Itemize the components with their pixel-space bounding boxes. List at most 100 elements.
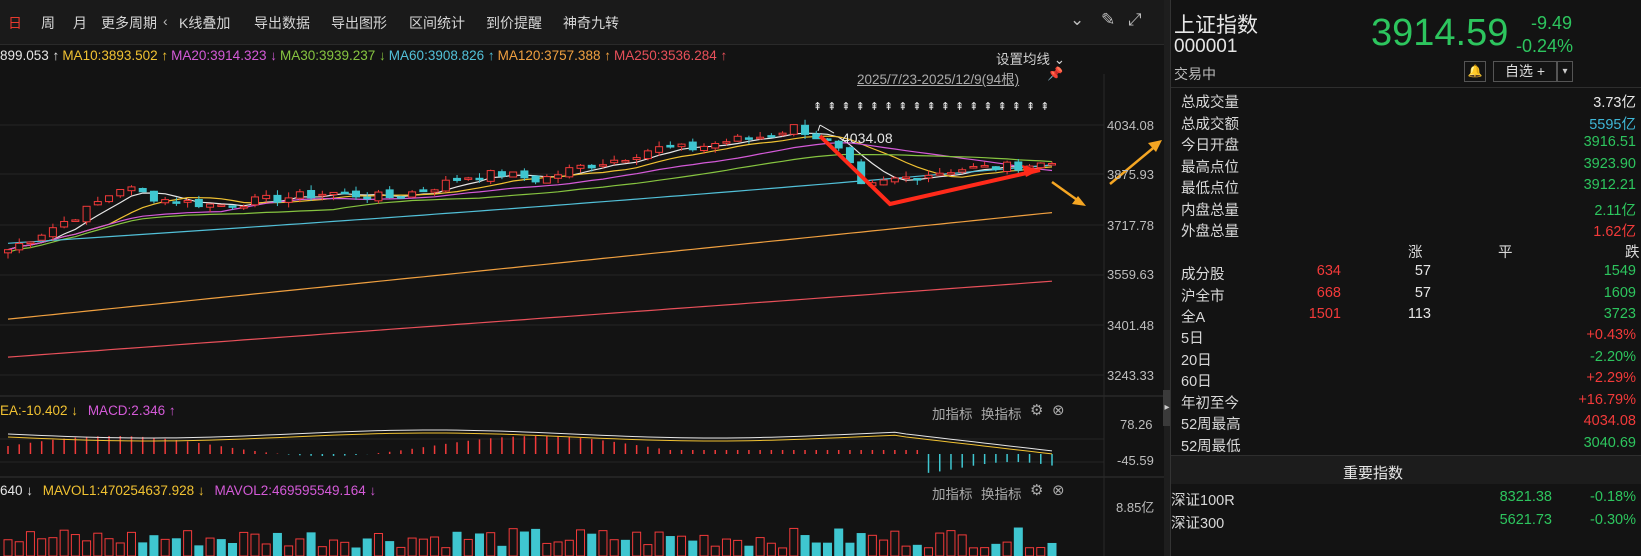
pin-icon[interactable]: 📌 — [1047, 66, 1064, 81]
candle — [666, 144, 675, 148]
kline-chart[interactable]: ⇞ ⇞ ⇞ ⇞ ⇞ ⇞ ⇞ ⇞ ⇞ ⇞ ⇞ ⇞ ⇞ ⇞ ⇞ ⇞ ⇞ — [0, 44, 1164, 556]
candle — [789, 124, 798, 135]
macd-legend: EA:-10.402 ↓ MACD:2.346 ↑ — [0, 403, 176, 418]
period-row: 5日 +0.43% — [1181, 327, 1636, 348]
row-label: 外盘总量 — [1181, 224, 1239, 240]
volume-bar — [609, 539, 619, 556]
candle — [632, 157, 641, 160]
key-index-pct[interactable]: -0.30% — [1590, 512, 1636, 528]
candle — [1003, 161, 1012, 173]
candle — [71, 219, 80, 222]
range-stats-button[interactable]: 区间统计 — [409, 15, 465, 31]
key-index-pct[interactable]: -0.18% — [1590, 489, 1636, 505]
fullscreen-icon[interactable]: ⤢ — [1128, 10, 1142, 29]
candle — [834, 140, 843, 149]
volume-bar — [3, 539, 13, 556]
add-indicator-button[interactable]: 加指标 — [932, 487, 973, 502]
candle — [497, 171, 506, 177]
price-axis-label: 3401.48 — [1107, 318, 1154, 333]
candle — [329, 191, 338, 196]
volume-bar — [935, 532, 945, 556]
volume-bar — [93, 532, 103, 556]
volume-bar — [879, 539, 889, 556]
magic-nine-button[interactable]: 神奇九转 — [563, 15, 619, 31]
volume-bar — [778, 547, 788, 556]
breadth-label: 全A — [1181, 310, 1206, 326]
breadth-flat: 57 — [1414, 284, 1431, 301]
candle — [1048, 163, 1056, 166]
switch-indicator-button[interactable]: 换指标 — [981, 407, 1022, 422]
breadth-down: 3723 — [1603, 306, 1636, 322]
more-periods-menu[interactable]: 更多周期 — [101, 15, 157, 31]
price-axis-label: 4034.08 — [1107, 118, 1154, 133]
candle — [475, 177, 484, 181]
collapse-panel-handle[interactable]: ▸ — [1163, 390, 1171, 426]
price-axis-label: 3559.63 — [1107, 267, 1154, 282]
nine-turn-marker: ⇞ — [827, 101, 836, 113]
row-value: +16.79% — [1578, 391, 1636, 408]
key-index-price[interactable]: 8321.38 — [1499, 489, 1552, 505]
gear-icon[interactable]: ⚙ — [1030, 482, 1044, 499]
key-index-name[interactable]: 深证300 — [1171, 516, 1225, 532]
export-data-button[interactable]: 导出数据 — [254, 15, 310, 31]
switch-indicator-button[interactable]: 换指标 — [981, 487, 1022, 502]
export-image-button[interactable]: 导出图形 — [331, 15, 387, 31]
kline-overlay-menu[interactable]: K线叠加 — [179, 15, 231, 31]
candle — [980, 165, 989, 168]
panel-splitter[interactable] — [1164, 0, 1170, 556]
add-indicator-button[interactable]: 加指标 — [932, 407, 973, 422]
candle — [93, 201, 102, 206]
volume-bar — [441, 547, 451, 556]
orange-arrow-head — [1072, 196, 1086, 206]
nine-turn-marker: ⇞ — [955, 101, 964, 113]
volume-bar — [149, 535, 159, 556]
key-index-name[interactable]: 深证100R — [1171, 493, 1235, 509]
volume-bar — [104, 538, 114, 556]
close-icon[interactable]: ⊗ — [1052, 482, 1065, 499]
price-axis-label: 3875.93 — [1107, 167, 1154, 182]
volume-bar — [822, 542, 832, 556]
candle — [733, 135, 742, 142]
key-index-price[interactable]: 5621.73 — [1499, 512, 1552, 528]
stat-row: 总成交量 3.73亿 — [1181, 91, 1636, 112]
date-range-label[interactable]: 2025/7/23-2025/12/9(94根) — [857, 72, 1020, 87]
ma120-line — [7, 212, 1053, 320]
candle — [744, 137, 753, 140]
volume-bar — [385, 541, 395, 556]
price-alert-button[interactable]: 到价提醒 — [486, 15, 542, 31]
candle — [284, 197, 293, 203]
candle — [598, 164, 607, 167]
period-month-tab[interactable]: 月 — [73, 15, 87, 31]
draw-pen-icon[interactable]: ✎ — [1101, 10, 1116, 29]
orange-arrow — [1109, 143, 1159, 185]
watchlist-dropdown-icon[interactable]: ▾ — [1557, 61, 1573, 82]
set-ma-button[interactable]: 设置均线 ⌄ — [996, 52, 1066, 67]
gear-icon[interactable]: ⚙ — [1030, 402, 1044, 419]
row-label: 年初至今 — [1181, 395, 1239, 412]
volume-bar — [407, 537, 417, 556]
volume-bar — [239, 531, 249, 556]
period-row: 52周最高 4034.08 — [1181, 413, 1636, 434]
bell-icon[interactable]: 🔔 — [1464, 61, 1486, 82]
stat-row: 最低点位 3912.21 — [1181, 177, 1636, 198]
period-week-tab[interactable]: 周 — [41, 15, 55, 31]
add-watchlist-button[interactable]: 自选 + — [1493, 61, 1557, 82]
volume-bar — [126, 531, 136, 556]
collapse-circle-icon[interactable]: ⌄ — [1070, 10, 1085, 29]
row-label: 内盘总量 — [1181, 202, 1239, 219]
close-icon[interactable]: ⊗ — [1052, 402, 1065, 419]
volume-bar — [789, 527, 799, 556]
volume-bar — [82, 540, 92, 556]
candle — [677, 143, 686, 148]
candle — [105, 195, 114, 203]
volume-bar — [924, 547, 934, 556]
ma5-line — [7, 132, 1053, 251]
more-periods-chevron-icon[interactable]: ‹ — [163, 13, 168, 29]
period-day-tab[interactable]: 日 — [8, 15, 22, 31]
candle — [127, 186, 136, 192]
volume-bar — [845, 542, 855, 556]
candle — [554, 174, 563, 179]
volume-bar — [564, 539, 574, 556]
breadth-header: 平 — [1498, 245, 1513, 261]
row-label: 最高点位 — [1181, 159, 1239, 176]
